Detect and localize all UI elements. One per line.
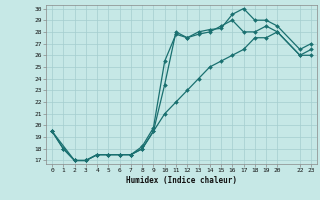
X-axis label: Humidex (Indice chaleur): Humidex (Indice chaleur) [126, 176, 237, 185]
